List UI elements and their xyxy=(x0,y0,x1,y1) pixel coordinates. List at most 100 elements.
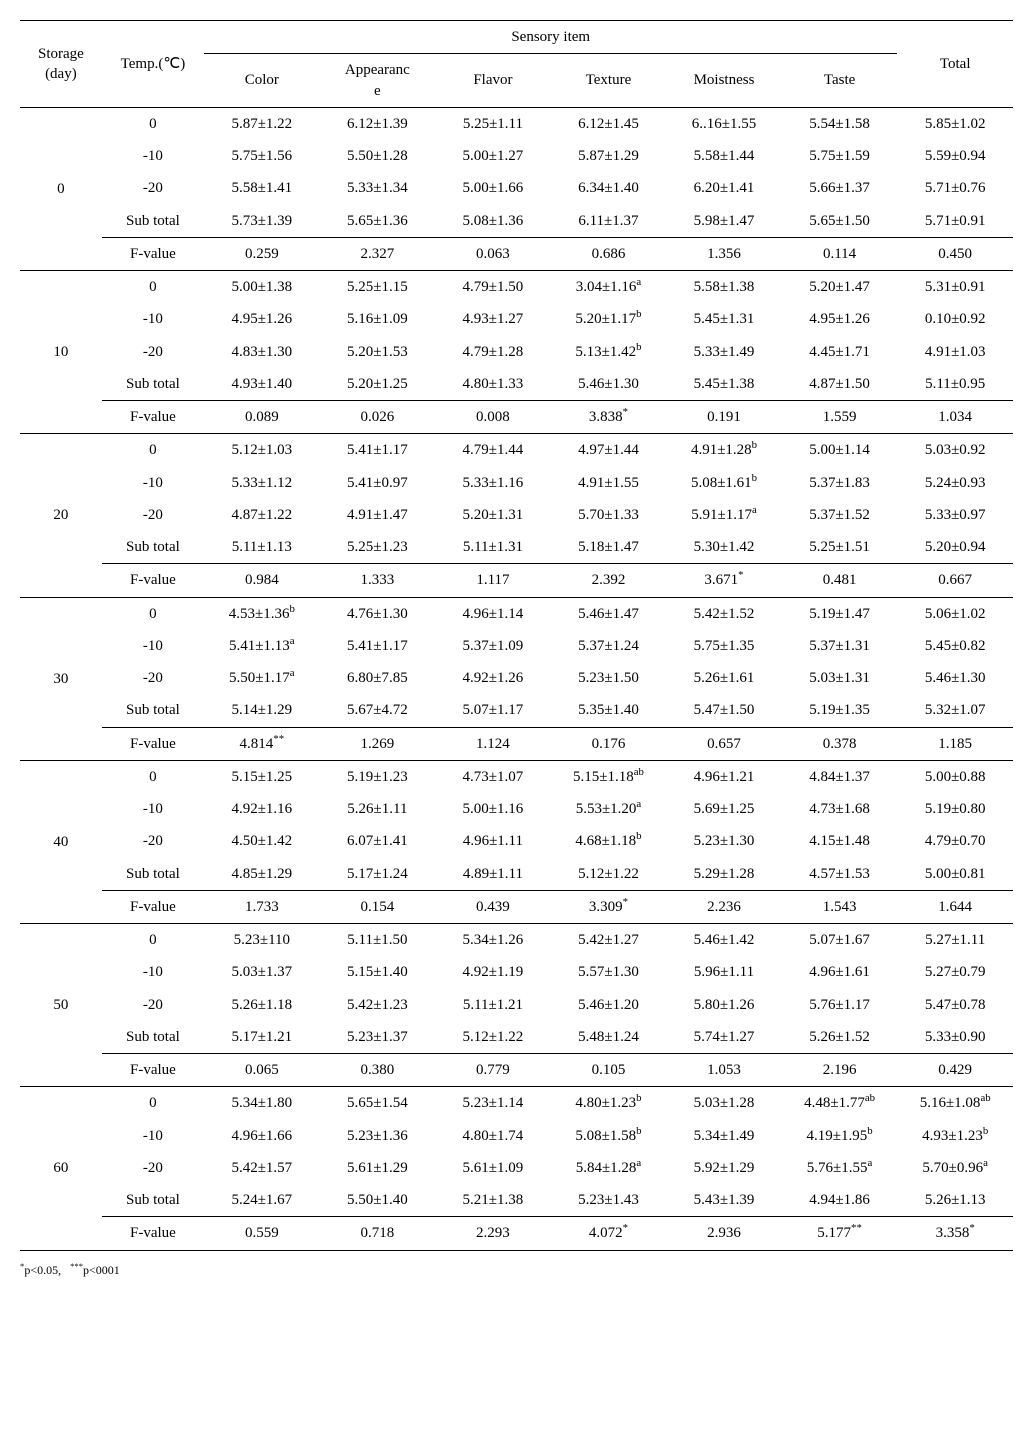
data-cell: 5.70±1.33 xyxy=(551,499,667,531)
data-cell: 3.671* xyxy=(666,564,782,597)
table-row: Sub total5.17±1.215.23±1.375.12±1.225.48… xyxy=(20,1021,1013,1054)
data-cell: 5.57±1.30 xyxy=(551,956,667,988)
data-cell: 5.33±1.16 xyxy=(435,467,551,499)
data-cell: 5.37±1.31 xyxy=(782,630,898,662)
row-label: F-value xyxy=(102,401,204,434)
data-cell: 4.91±1.47 xyxy=(320,499,436,531)
data-cell: 3.309* xyxy=(551,890,667,923)
row-label: -10 xyxy=(102,303,204,335)
data-cell: 5.46±1.30 xyxy=(551,368,667,401)
data-cell: 4.57±1.53 xyxy=(782,858,898,891)
data-cell: 5.33±0.97 xyxy=(897,499,1013,531)
data-cell: 5.30±1.42 xyxy=(666,531,782,564)
data-cell: 4.85±1.29 xyxy=(204,858,320,891)
data-cell: 5.96±1.11 xyxy=(666,956,782,988)
table-row: Sub total5.24±1.675.50±1.405.21±1.385.23… xyxy=(20,1184,1013,1217)
data-cell: 0.718 xyxy=(320,1217,436,1250)
table-row: Sub total4.93±1.405.20±1.254.80±1.335.46… xyxy=(20,368,1013,401)
row-label: 0 xyxy=(102,434,204,467)
data-cell: 1.733 xyxy=(204,890,320,923)
data-cell: 5.03±0.92 xyxy=(897,434,1013,467)
data-cell: 0.779 xyxy=(435,1054,551,1087)
data-cell: 5.45±1.31 xyxy=(666,303,782,335)
storage-day: 20 xyxy=(20,434,102,597)
data-cell: 6.07±1.41 xyxy=(320,825,436,857)
storage-day: 30 xyxy=(20,597,102,760)
data-cell: 5.16±1.08ab xyxy=(897,1087,1013,1120)
data-cell: 0.176 xyxy=(551,727,667,760)
data-cell: 5.58±1.44 xyxy=(666,140,782,172)
data-cell: 5.74±1.27 xyxy=(666,1021,782,1054)
data-cell: 5.46±1.42 xyxy=(666,924,782,957)
data-cell: 5.17±1.24 xyxy=(320,858,436,891)
data-cell: 5.47±0.78 xyxy=(897,989,1013,1021)
data-cell: 5.26±1.52 xyxy=(782,1021,898,1054)
data-cell: 4.93±1.27 xyxy=(435,303,551,335)
data-cell: 5.29±1.28 xyxy=(666,858,782,891)
table-header: Storage(day) Temp.(℃) Sensory item Total… xyxy=(20,21,1013,108)
data-cell: 5.50±1.17a xyxy=(204,662,320,694)
data-cell: 4.68±1.18b xyxy=(551,825,667,857)
data-cell: 5.69±1.25 xyxy=(666,793,782,825)
data-cell: 5.12±1.22 xyxy=(435,1021,551,1054)
table-row: F-value0.9841.3331.1172.3923.671*0.4810.… xyxy=(20,564,1013,597)
header-temp: Temp.(℃) xyxy=(102,21,204,108)
data-cell: 5.67±4.72 xyxy=(320,694,436,727)
data-cell: 5.45±0.82 xyxy=(897,630,1013,662)
row-label: -10 xyxy=(102,630,204,662)
data-cell: 5.20±1.53 xyxy=(320,336,436,368)
table-row: 5005.23±1105.11±1.505.34±1.265.42±1.275.… xyxy=(20,924,1013,957)
data-cell: 0.114 xyxy=(782,237,898,270)
table-row: -104.92±1.165.26±1.115.00±1.165.53±1.20a… xyxy=(20,793,1013,825)
data-cell: 2.327 xyxy=(320,237,436,270)
data-cell: 0.089 xyxy=(204,401,320,434)
data-cell: 6.12±1.45 xyxy=(551,107,667,140)
data-cell: 4.96±1.21 xyxy=(666,760,782,793)
table-row: -104.95±1.265.16±1.094.93±1.275.20±1.17b… xyxy=(20,303,1013,335)
data-cell: 5.23±1.37 xyxy=(320,1021,436,1054)
data-cell: 2.293 xyxy=(435,1217,551,1250)
row-label: F-value xyxy=(102,890,204,923)
row-label: -10 xyxy=(102,793,204,825)
data-cell: 4.80±1.74 xyxy=(435,1120,551,1152)
row-label: Sub total xyxy=(102,368,204,401)
row-label: -20 xyxy=(102,172,204,204)
table-row: -105.75±1.565.50±1.285.00±1.275.87±1.295… xyxy=(20,140,1013,172)
data-cell: 5.71±0.91 xyxy=(897,205,1013,238)
data-cell: 5.76±1.17 xyxy=(782,989,898,1021)
data-cell: 5.20±0.94 xyxy=(897,531,1013,564)
sensory-table: Storage(day) Temp.(℃) Sensory item Total… xyxy=(20,20,1013,1251)
data-cell: 5.19±1.35 xyxy=(782,694,898,727)
data-cell: 4.93±1.23b xyxy=(897,1120,1013,1152)
table-row: F-value0.0650.3800.7790.1051.0532.1960.4… xyxy=(20,1054,1013,1087)
data-cell: 5.41±0.97 xyxy=(320,467,436,499)
data-cell: 5.85±1.02 xyxy=(897,107,1013,140)
data-cell: 5.15±1.25 xyxy=(204,760,320,793)
data-cell: 5.61±1.09 xyxy=(435,1152,551,1184)
row-label: 0 xyxy=(102,924,204,957)
data-cell: 5.23±1.50 xyxy=(551,662,667,694)
data-cell: 5.31±0.91 xyxy=(897,271,1013,304)
data-cell: 5.26±1.18 xyxy=(204,989,320,1021)
data-cell: 4.92±1.19 xyxy=(435,956,551,988)
data-cell: 4.73±1.07 xyxy=(435,760,551,793)
data-cell: 5.80±1.26 xyxy=(666,989,782,1021)
data-cell: 4.83±1.30 xyxy=(204,336,320,368)
data-cell: 5.24±0.93 xyxy=(897,467,1013,499)
header-col-0: Color xyxy=(204,54,320,108)
data-cell: 0.259 xyxy=(204,237,320,270)
header-storage: Storage(day) xyxy=(20,21,102,108)
row-label: -10 xyxy=(102,1120,204,1152)
data-cell: 3.838* xyxy=(551,401,667,434)
data-cell: 4.79±0.70 xyxy=(897,825,1013,857)
data-cell: 5.46±1.30 xyxy=(897,662,1013,694)
data-cell: 4.73±1.68 xyxy=(782,793,898,825)
data-cell: 6.11±1.37 xyxy=(551,205,667,238)
data-cell: 6.20±1.41 xyxy=(666,172,782,204)
data-cell: 5.87±1.29 xyxy=(551,140,667,172)
data-cell: 5.98±1.47 xyxy=(666,205,782,238)
data-cell: 4.92±1.26 xyxy=(435,662,551,694)
storage-day: 50 xyxy=(20,924,102,1087)
data-cell: 5.33±0.90 xyxy=(897,1021,1013,1054)
data-cell: 4.87±1.50 xyxy=(782,368,898,401)
